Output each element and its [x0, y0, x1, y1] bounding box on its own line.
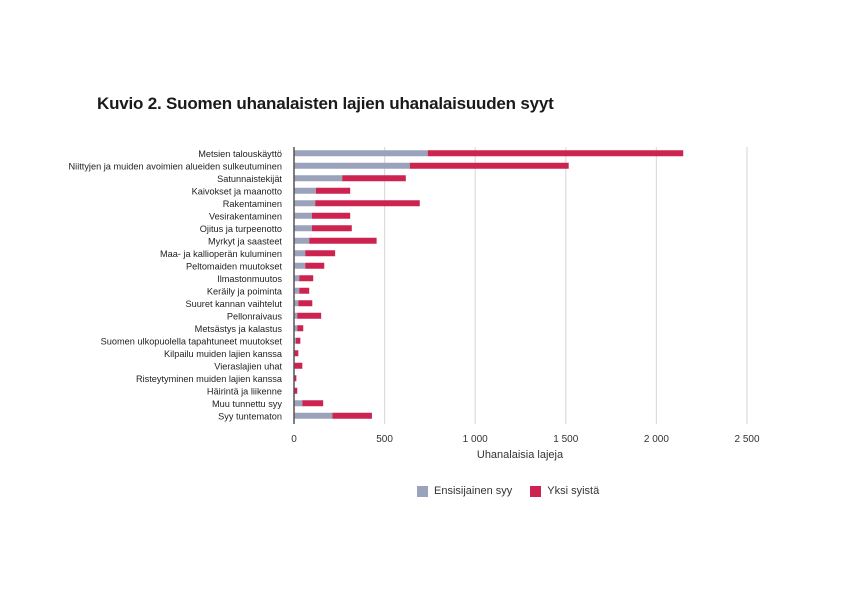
- bar-one-of-causes: [427, 150, 684, 157]
- bar-one-of-causes: [309, 237, 377, 244]
- bar-primary-cause: [294, 262, 306, 269]
- bar-one-of-causes: [294, 387, 298, 394]
- bar-one-of-causes: [315, 187, 351, 194]
- category-label: Muu tunnettu syy: [212, 399, 282, 409]
- bar-primary-cause: [294, 150, 428, 157]
- bar-one-of-causes: [342, 175, 406, 182]
- x-tick-label: 1 500: [553, 434, 578, 445]
- category-label: Häirintä ja liikenne: [207, 386, 282, 396]
- bar-one-of-causes: [294, 375, 297, 382]
- bar-primary-cause: [294, 187, 316, 194]
- bar-one-of-causes: [315, 200, 420, 207]
- category-label: Metsästys ja kalastus: [195, 324, 283, 334]
- bar-one-of-causes: [302, 400, 324, 407]
- category-label: Metsien talouskäyttö: [198, 149, 282, 159]
- category-label: Ojitus ja turpeenotto: [200, 224, 282, 234]
- category-label: Myrkyt ja saasteet: [208, 236, 282, 246]
- category-label: Pellonraivaus: [227, 311, 283, 321]
- x-tick-label: 1 000: [463, 434, 488, 445]
- category-label: Kilpailu muiden lajien kanssa: [164, 349, 283, 359]
- bar-one-of-causes: [305, 250, 336, 257]
- category-label: Vesirakentaminen: [209, 211, 282, 221]
- legend-item-primary: Ensisijainen syy: [417, 485, 512, 497]
- bar-one-of-causes: [311, 212, 351, 219]
- category-label: Niittyjen ja muiden avoimien alueiden su…: [69, 161, 282, 171]
- legend: Ensisijainen syy Yksi syistä: [417, 485, 599, 497]
- bar-primary-cause: [294, 225, 312, 232]
- legend-label: Ensisijainen syy: [434, 485, 513, 497]
- chart-title: Kuvio 2. Suomen uhanalaisten lajien uhan…: [97, 94, 554, 113]
- bar-primary-cause: [294, 237, 310, 244]
- bar-primary-cause: [294, 300, 299, 307]
- bar-one-of-causes: [332, 412, 372, 419]
- bar-one-of-causes: [305, 262, 325, 269]
- x-axis-label: Uhanalaisia lajeja: [477, 449, 564, 461]
- bar-primary-cause: [294, 412, 333, 419]
- category-label: Rakentaminen: [223, 199, 282, 209]
- bar-primary-cause: [294, 400, 303, 407]
- bar-primary-cause: [294, 337, 296, 344]
- category-label: Maa- ja kallioperän kuluminen: [160, 249, 282, 259]
- legend-swatch: [530, 485, 542, 497]
- x-tick-label: 500: [376, 434, 393, 445]
- legend-label: Yksi syistä: [547, 485, 600, 497]
- bar-primary-cause: [294, 200, 316, 207]
- bar-primary-cause: [294, 162, 410, 169]
- category-label: Ilmastonmuutos: [217, 274, 282, 284]
- x-tick-label: 2 500: [734, 434, 759, 445]
- bar-one-of-causes: [297, 312, 322, 319]
- bar-primary-cause: [294, 275, 300, 282]
- legend-swatch: [417, 485, 428, 497]
- category-label: Satunnaistekijät: [217, 174, 282, 184]
- category-label: Peltomaiden muutokset: [186, 261, 282, 271]
- bar-one-of-causes: [298, 300, 313, 307]
- bar-one-of-causes: [299, 287, 310, 294]
- bar-one-of-causes: [294, 350, 299, 357]
- bar-primary-cause: [294, 212, 312, 219]
- category-label: Vieraslajien uhat: [214, 361, 282, 371]
- bar-primary-cause: [294, 287, 300, 294]
- category-label: Suomen ulkopuolella tapahtuneet muutokse…: [101, 336, 283, 346]
- bar-primary-cause: [294, 325, 298, 332]
- category-label: Syy tuntematon: [218, 411, 282, 421]
- bar-one-of-causes: [409, 162, 569, 169]
- legend-item-one-of-causes: Yksi syistä: [530, 485, 599, 497]
- bar-one-of-causes: [295, 337, 301, 344]
- category-label: Risteytyminen muiden lajien kanssa: [136, 374, 283, 384]
- bar-one-of-causes: [311, 225, 352, 232]
- category-label: Suuret kannan vaihtelut: [185, 299, 282, 309]
- bar-primary-cause: [294, 250, 306, 257]
- bar-primary-cause: [294, 175, 343, 182]
- bar-one-of-causes: [299, 275, 314, 282]
- bar-one-of-causes: [297, 325, 304, 332]
- x-tick-label: 2 000: [644, 434, 669, 445]
- bar-one-of-causes: [294, 362, 303, 369]
- bar-primary-cause: [294, 312, 298, 319]
- category-label: Kaivokset ja maanotto: [192, 186, 282, 196]
- x-tick-label: 0: [291, 434, 297, 445]
- category-label: Keräily ja poiminta: [207, 286, 283, 296]
